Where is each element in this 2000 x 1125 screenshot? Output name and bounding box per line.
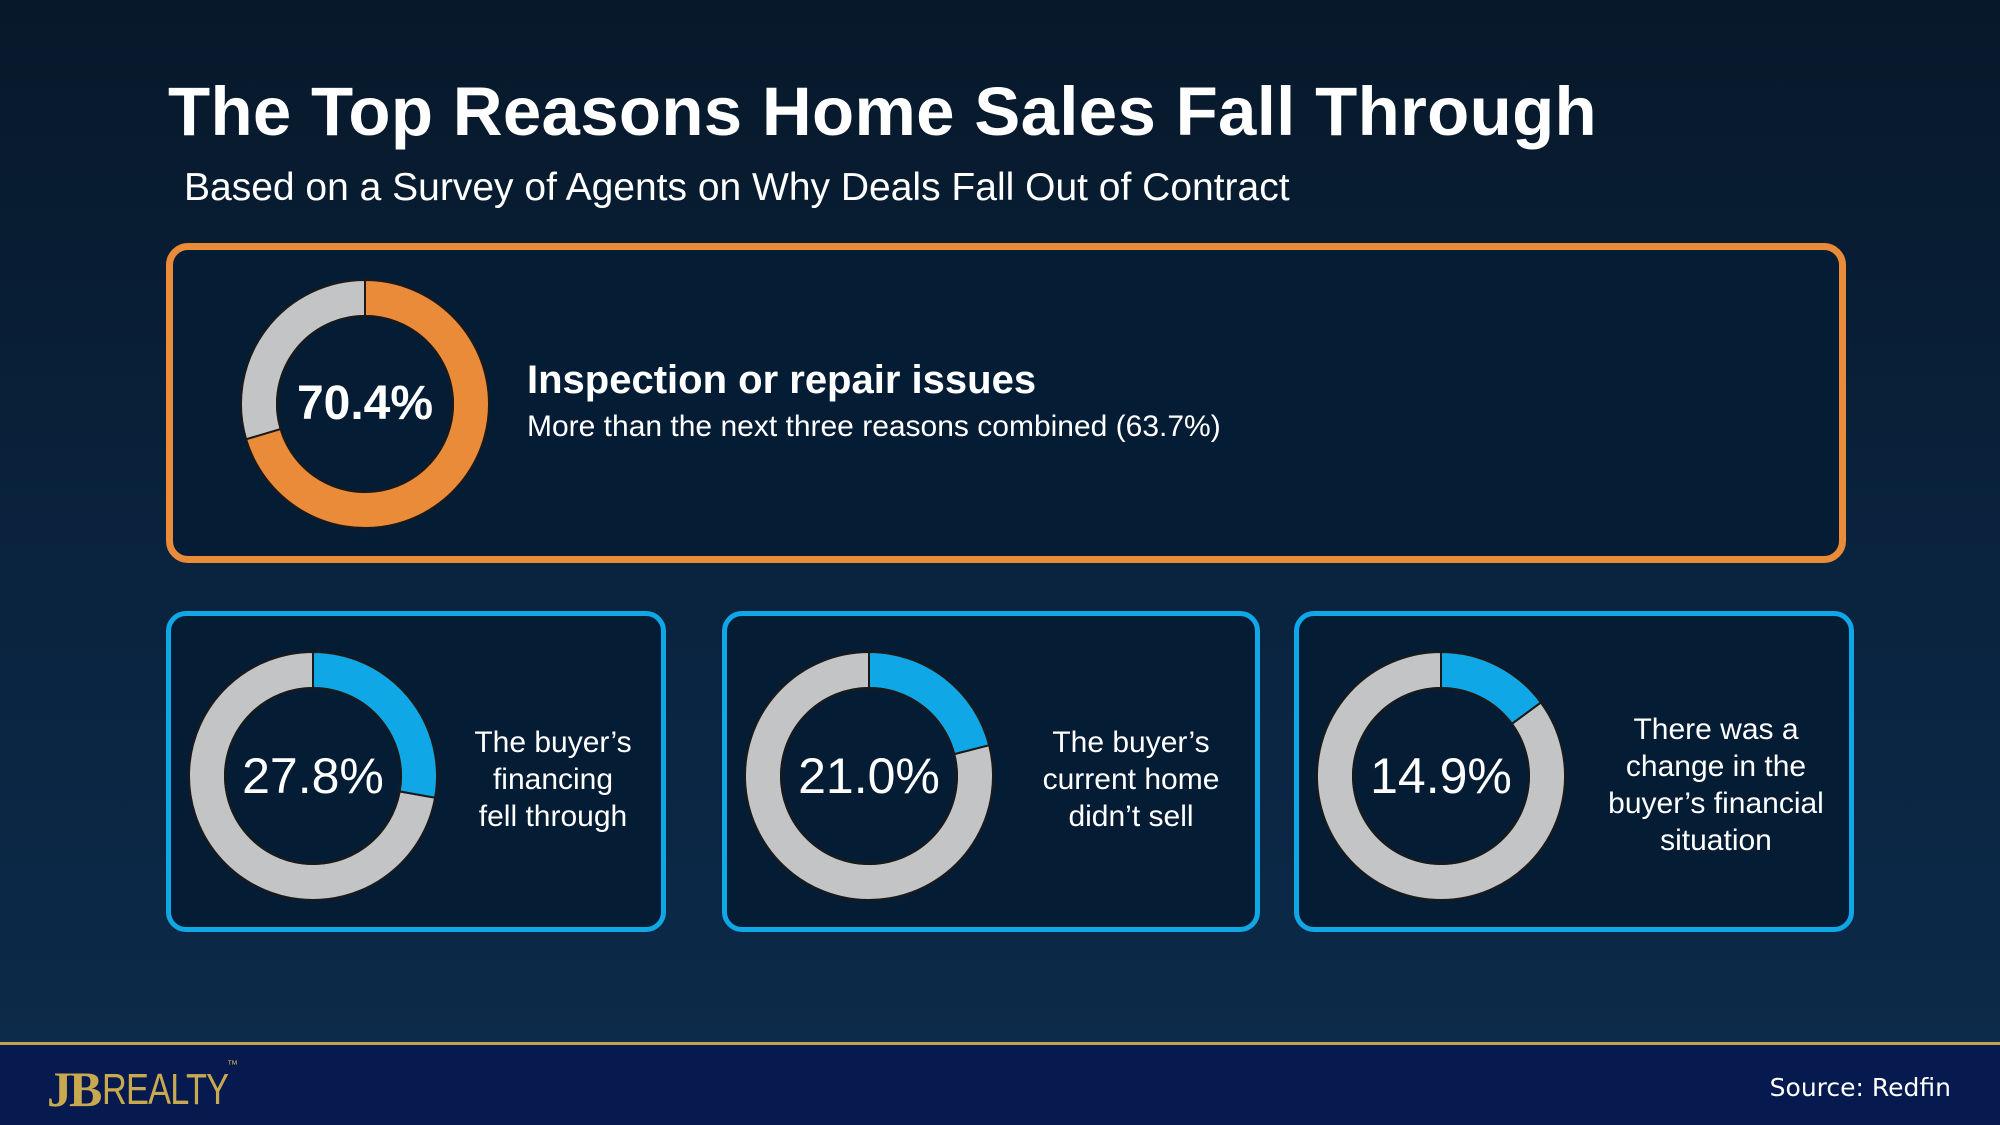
- donut-chart-financial-change: [1316, 650, 1566, 901]
- reason-card-home-didnt-sell: 21.0% The buyer’s current home didn’t sell: [722, 611, 1260, 932]
- donut-hole: [224, 687, 402, 865]
- source-credit: Source: Redfin: [1769, 1073, 1951, 1102]
- donut-hole: [780, 687, 958, 865]
- reason-label-line: situation: [1660, 824, 1772, 857]
- percent-label: 70.4%: [296, 377, 434, 430]
- percent-label: 14.9%: [1370, 748, 1512, 804]
- reason-heading: Inspection or repair issues: [527, 358, 1037, 402]
- donut-chart-home-didnt-sell: [744, 650, 994, 901]
- footer-bar: JB REALTY ™ Source: Redfin: [0, 1042, 2000, 1125]
- reason-label: The buyer’s current home didn’t sell: [1011, 724, 1251, 835]
- reason-card-financing: 27.8% The buyer’s financing fell through: [166, 611, 666, 932]
- company-logo: JB REALTY ™: [47, 1059, 264, 1117]
- reason-description: More than the next three reasons combine…: [527, 410, 1221, 443]
- reason-card-financial-change: 14.9% There was a change in the buyer’s fi…: [1294, 611, 1854, 932]
- reason-label: The buyer’s financing fell through: [443, 724, 663, 835]
- reason-label: There was a change in the buyer’s financia…: [1589, 711, 1843, 859]
- reason-label-line: didn’t sell: [1068, 800, 1194, 833]
- logo-trademark: ™: [227, 1059, 238, 1071]
- highlight-card: 70.4% Inspection or repair issues More t…: [166, 243, 1846, 563]
- page-subtitle: Based on a Survey of Agents on Why Deals…: [184, 166, 1290, 209]
- page-title: The Top Reasons Home Sales Fall Through: [168, 73, 1597, 150]
- reason-label-line: current home: [1042, 763, 1220, 796]
- donut-hole: [1352, 687, 1530, 865]
- reason-label-line: There was a: [1633, 713, 1799, 746]
- percent-label: 27.8%: [242, 748, 384, 804]
- reason-label-line: The buyer’s: [474, 726, 632, 759]
- donut-hole: [276, 315, 454, 493]
- reason-label-line: fell through: [478, 800, 628, 833]
- logo-initials: JB: [47, 1061, 102, 1117]
- reason-label-line: change in the: [1625, 750, 1807, 783]
- donut-chart-inspection: [240, 278, 490, 529]
- reason-label-line: The buyer’s: [1052, 726, 1210, 759]
- reason-label-line: financing: [492, 763, 614, 796]
- reason-label-line: buyer’s financial: [1608, 787, 1824, 820]
- logo-wordmark: REALTY: [102, 1065, 229, 1114]
- percent-label: 21.0%: [798, 748, 940, 804]
- donut-chart-financing: [188, 650, 438, 901]
